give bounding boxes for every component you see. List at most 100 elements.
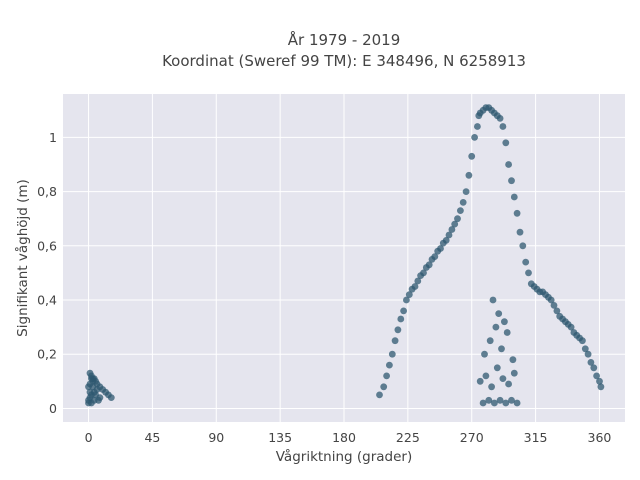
y-tick-labels: 0 0,2 0,4 0,6 0,8 1 (37, 130, 57, 416)
x-tick-label: 45 (144, 430, 160, 445)
x-tick-label: 135 (268, 430, 292, 445)
scatter-point (420, 269, 427, 277)
y-tick-label: 1 (49, 130, 57, 145)
scatter-point (502, 399, 510, 407)
scatter-point (510, 193, 518, 201)
x-tick-label: 270 (460, 430, 484, 445)
scatter-point (391, 337, 399, 345)
scatter-point (403, 296, 410, 304)
scatter-point (505, 161, 512, 168)
scatter-point (508, 396, 515, 404)
scatter-point (496, 396, 504, 404)
x-tick-labels: 0 45 90 135 180 225 270 315 360 (85, 430, 612, 445)
scatter-point (486, 337, 494, 345)
y-tick-label: 0 (49, 401, 57, 416)
scatter-point (597, 383, 605, 391)
scatter-point (376, 391, 383, 399)
scatter-point (425, 261, 433, 269)
scatter-point (445, 231, 453, 239)
scatter-point (388, 350, 396, 358)
scatter-point (394, 326, 402, 334)
scatter-point (547, 296, 555, 304)
scatter-point (454, 215, 461, 223)
x-axis-title: Vågriktning (grader) (276, 448, 413, 465)
x-tick-label: 360 (588, 430, 612, 445)
x-tick-label: 225 (396, 430, 420, 445)
scatter-point (493, 364, 501, 372)
scatter-point (86, 388, 94, 396)
grid-lines (63, 94, 625, 422)
scatter-point (508, 177, 515, 185)
scatter-point (513, 209, 521, 217)
y-tick-label: 0,2 (37, 347, 57, 362)
scatter-point (471, 134, 478, 141)
scatter-point (505, 380, 512, 388)
scatter-point (496, 115, 504, 122)
x-tick-label: 315 (524, 430, 548, 445)
scatter-point (383, 372, 390, 380)
scatter-point (525, 269, 532, 277)
data-points (85, 104, 605, 407)
scatter-point (510, 369, 518, 377)
scatter-point (550, 302, 558, 309)
scatter-point (488, 383, 495, 391)
scatter-point (88, 375, 95, 382)
scatter-point (482, 372, 490, 380)
chart-title: År 1979 - 2019 (288, 30, 401, 49)
scatter-point (513, 399, 521, 407)
x-tick-label: 180 (332, 430, 356, 445)
scatter-point (481, 350, 488, 358)
scatter-point (86, 394, 94, 401)
scatter-point (380, 383, 388, 391)
scatter-point (107, 394, 115, 401)
scatter-point (519, 242, 527, 250)
scatter-point (485, 396, 493, 404)
scatter-point (499, 123, 507, 130)
scatter-point (522, 258, 530, 266)
x-tick-label: 0 (85, 430, 93, 445)
scatter-point (442, 237, 450, 244)
scatter-point (411, 283, 419, 290)
scatter-point (489, 296, 497, 304)
scatter-point (386, 361, 393, 369)
scatter-point (451, 220, 459, 228)
scatter-point (491, 399, 498, 407)
scatter-point (414, 277, 422, 285)
scatter-point (476, 377, 484, 385)
y-axis-title: Signifikant våghöjd (m) (14, 179, 31, 337)
scatter-point (397, 315, 405, 323)
scatter-point (516, 228, 524, 236)
scatter-point (431, 253, 439, 260)
scatter-point (503, 329, 511, 336)
y-tick-label: 0,6 (37, 238, 57, 253)
scatter-point (462, 188, 470, 196)
scatter-point (499, 375, 507, 382)
scatter-point (457, 207, 464, 215)
scatter-point (468, 152, 476, 160)
scatter-point (590, 364, 598, 372)
scatter-point (400, 307, 407, 315)
scatter-point (479, 399, 487, 407)
scatter-point (587, 359, 595, 366)
scatter-point (465, 171, 473, 179)
scatter-point (495, 310, 503, 317)
scatter-point (502, 139, 510, 147)
x-tick-label: 90 (208, 430, 224, 445)
scatter-point (584, 350, 592, 358)
chart-subtitle: Koordinat (Sweref 99 TM): E 348496, N 62… (162, 52, 526, 70)
scatter-point (501, 318, 508, 326)
scatter-point (509, 356, 517, 364)
scatter-point (579, 337, 586, 345)
scatter-point (405, 291, 413, 298)
scatter-point (437, 245, 444, 252)
scatter-point (92, 391, 99, 399)
scatter-point (581, 345, 589, 353)
scatter-point (567, 323, 575, 331)
scatter-point (459, 199, 467, 206)
scatter-point (448, 226, 456, 233)
y-tick-label: 0,4 (37, 293, 57, 308)
scatter-point (492, 323, 500, 331)
scatter-point (85, 383, 92, 391)
